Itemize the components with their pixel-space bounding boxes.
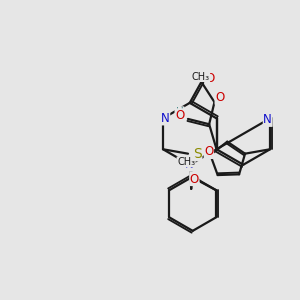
Text: CH₃: CH₃ [177,157,195,167]
Text: CH₃: CH₃ [192,71,210,82]
Text: O: O [204,146,214,158]
Text: N: N [161,112,170,125]
Text: O: O [175,109,184,122]
Text: H: H [176,107,184,117]
Text: O: O [206,72,215,85]
Text: N: N [263,113,272,126]
Text: S: S [193,147,202,161]
Text: O: O [190,172,199,185]
Text: N: N [185,158,194,171]
Text: O: O [215,91,224,104]
